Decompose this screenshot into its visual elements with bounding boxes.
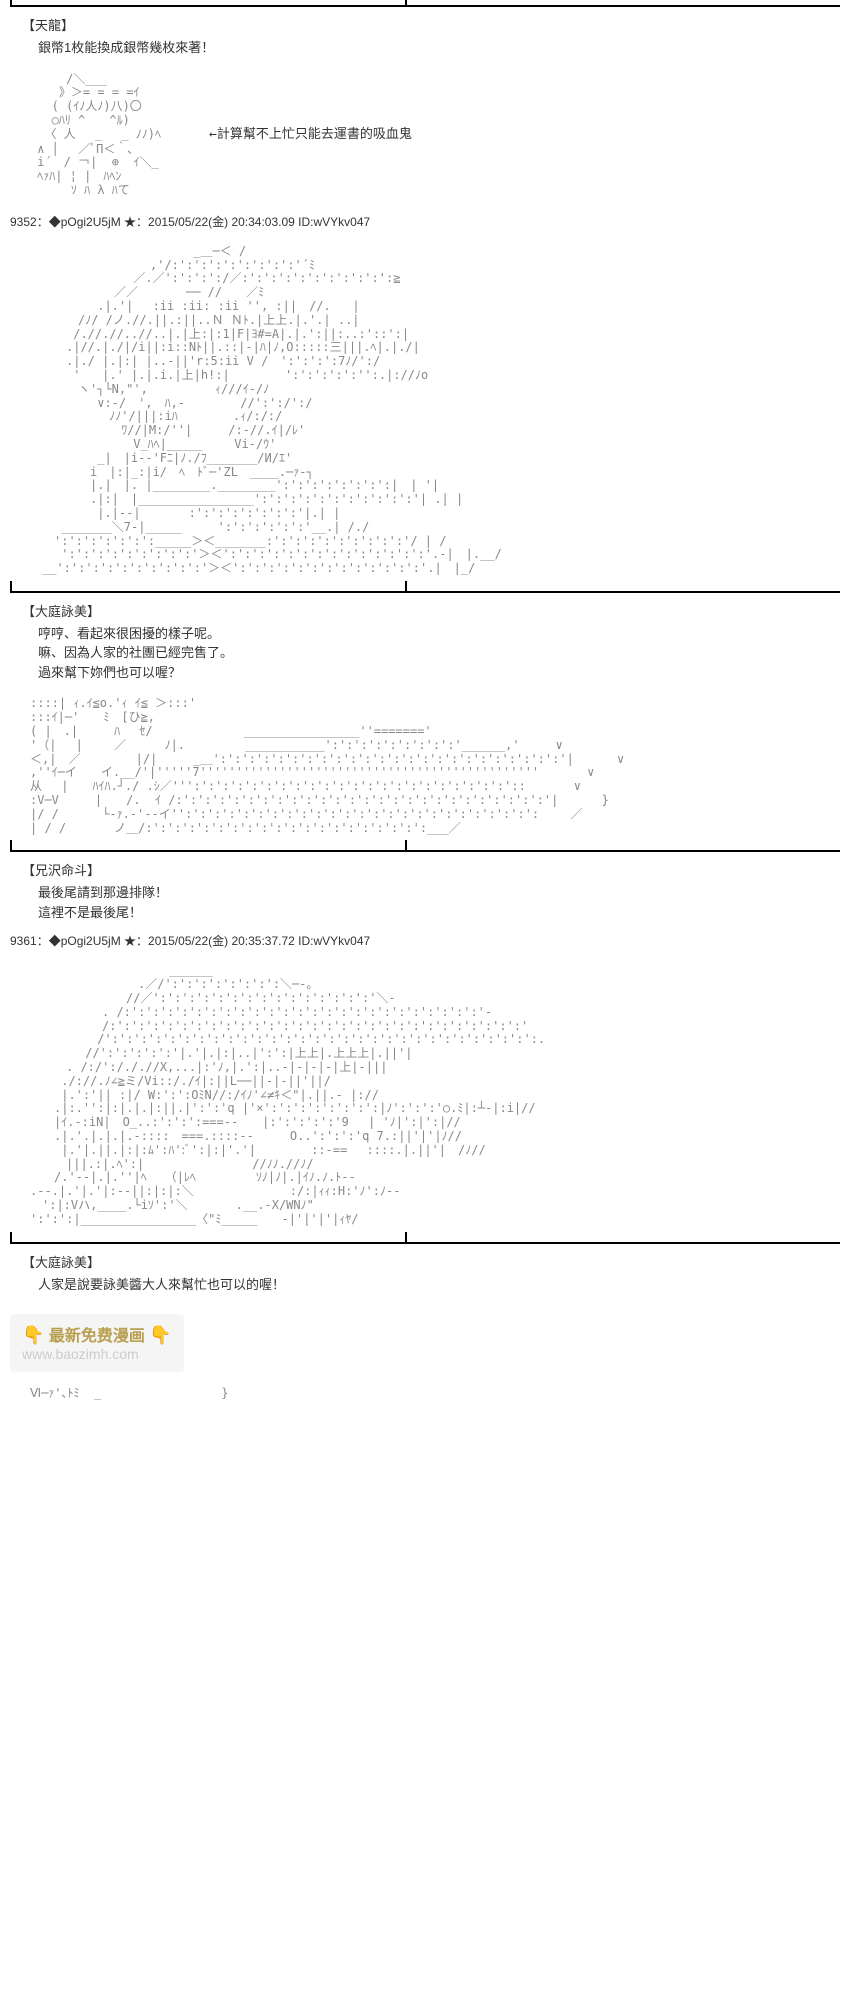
divider <box>10 5 840 7</box>
dialogue-line: 最後尾請到那邊排隊！ <box>38 883 840 903</box>
post-meta: 9361：◆pOgi2U5jM ★：2015/05/22(金) 20:35:37… <box>10 932 840 949</box>
divider <box>10 591 840 593</box>
ascii-art-aniki: ::::| ｨ.ｲ≦o.'ｨ ｲ≦ ＞:::' :::ｲ|─' ﾐ [ひ≧, (… <box>30 697 840 835</box>
ascii-art-eimi-1: _＿─＜ / ,'/:':':':':':':':':'´ﾐ ／.／':':':… <box>30 245 840 576</box>
ascii-art-eimi-2: ______ .／/':':':':':':':':＼─-｡ //／':':':… <box>30 964 840 1226</box>
ascii-art-vampire: /＼___ 》＞= = = =ｲ ( (ｲﾉ人ﾉ)八)〇 ○ﾊﾘ ^ ^ﾙ) 〈… <box>30 73 840 198</box>
dialogue-line: 銀幣1枚能換成銀幣幾枚來著！ <box>38 38 840 58</box>
pointer-icon: 👇 <box>22 1325 44 1345</box>
pointer-icon: 👇 <box>149 1325 171 1345</box>
post-meta: 9352：◆pOgi2U5jM ★：2015/05/22(金) 20:34:03… <box>10 213 840 230</box>
watermark-title: 最新免费漫画 <box>49 1328 145 1345</box>
speaker-label: 【大庭詠美】 <box>22 1252 840 1271</box>
dialogue-line: 嘛、因為人家的社團已經完售了。 <box>38 643 840 663</box>
watermark-banner: 👇 最新免费漫画 👇 www.baozimh.com <box>10 1314 184 1372</box>
watermark-url: www.baozimh.com <box>22 1346 139 1362</box>
dialogue-line: 過來幫下妳們也可以喔？ <box>38 663 840 683</box>
divider <box>10 850 840 852</box>
speaker-label: 【兄沢命斗】 <box>22 860 840 879</box>
speaker-label: 【大庭詠美】 <box>22 601 840 620</box>
speaker-label: 【天龍】 <box>22 15 840 34</box>
dialogue-line: 人家是說要詠美醬大人來幫忙也可以的喔！ <box>38 1275 840 1295</box>
dialogue-line: 哼哼、看起來很困擾的樣子呢。 <box>38 624 840 644</box>
ascii-art-footer: Ⅵ─ｧ'､ﾄﾐ _ } <box>30 1387 840 1401</box>
dialogue-line: 這裡不是最後尾！ <box>38 903 840 923</box>
divider <box>10 1242 840 1244</box>
